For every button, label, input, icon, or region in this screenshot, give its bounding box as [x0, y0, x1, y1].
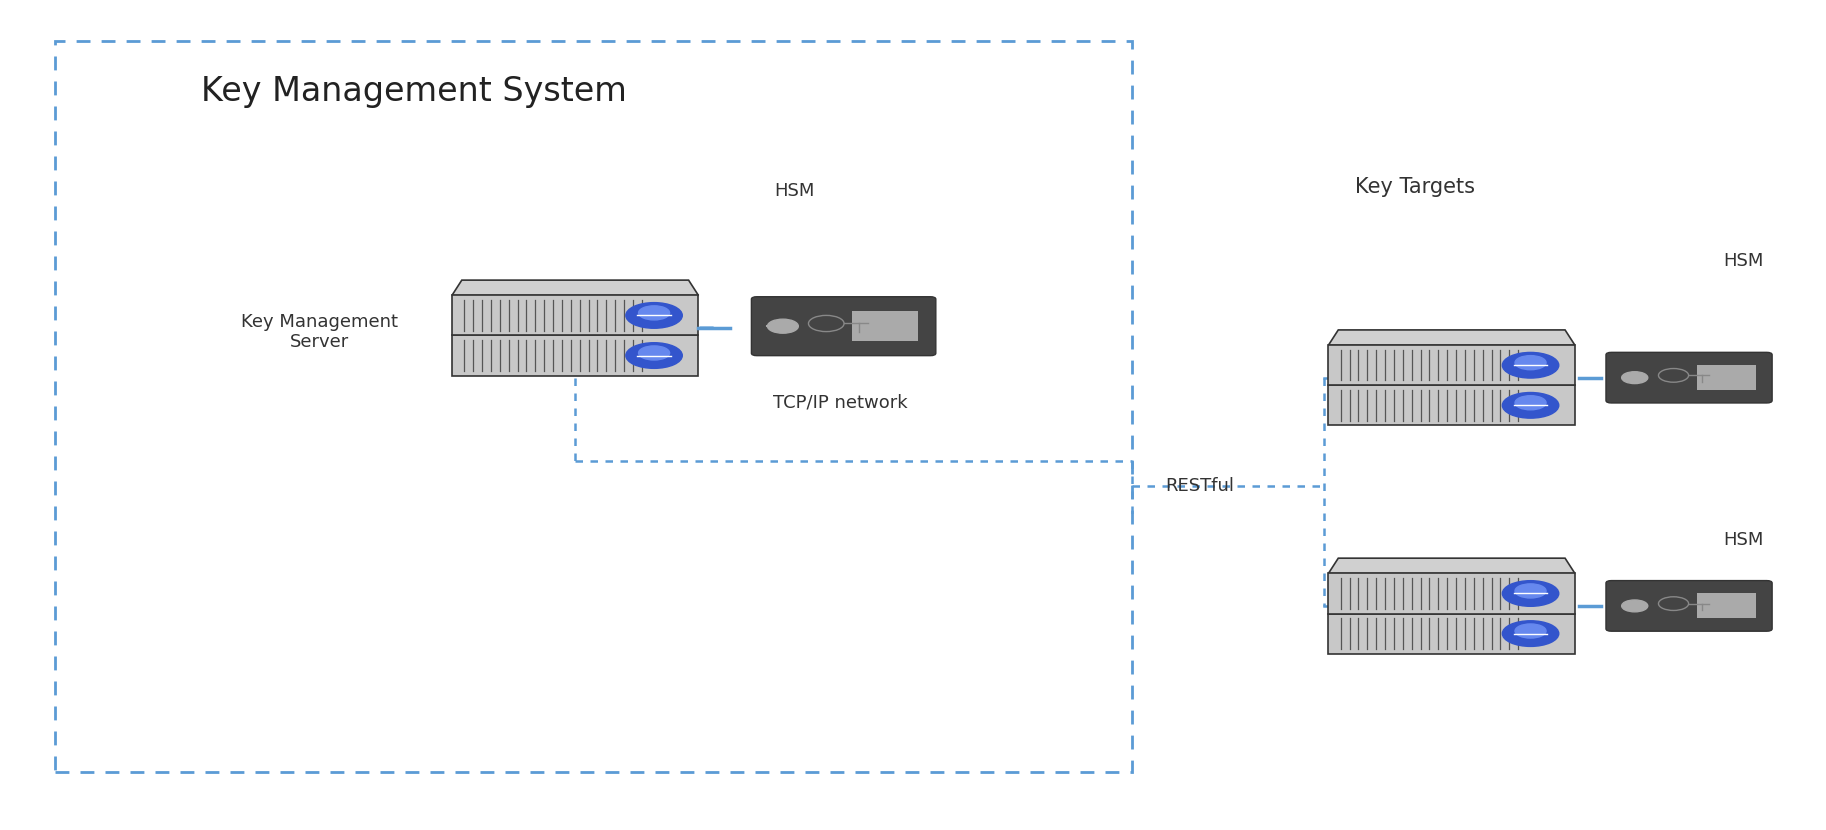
Polygon shape: [1328, 330, 1574, 345]
Polygon shape: [1328, 558, 1574, 574]
Text: Key Targets: Key Targets: [1355, 177, 1475, 197]
FancyBboxPatch shape: [1328, 613, 1574, 654]
FancyBboxPatch shape: [1607, 581, 1771, 631]
Text: Key Management
Server: Key Management Server: [241, 313, 398, 351]
Circle shape: [626, 303, 683, 329]
Circle shape: [1516, 355, 1547, 369]
Text: HSM: HSM: [1724, 530, 1764, 549]
FancyBboxPatch shape: [853, 311, 918, 341]
Circle shape: [1503, 393, 1559, 418]
Circle shape: [626, 343, 683, 369]
Circle shape: [767, 320, 798, 333]
Circle shape: [1621, 600, 1647, 612]
Circle shape: [1516, 396, 1547, 410]
FancyBboxPatch shape: [752, 296, 937, 355]
FancyBboxPatch shape: [451, 295, 698, 335]
FancyBboxPatch shape: [1328, 574, 1574, 613]
FancyBboxPatch shape: [1328, 345, 1574, 385]
Text: RESTful: RESTful: [1165, 476, 1234, 495]
Circle shape: [1503, 621, 1559, 647]
Circle shape: [1516, 624, 1547, 638]
FancyBboxPatch shape: [1696, 365, 1757, 390]
Circle shape: [639, 346, 670, 360]
Text: TCP/IP network: TCP/IP network: [772, 393, 908, 412]
Circle shape: [639, 305, 670, 320]
FancyBboxPatch shape: [1696, 593, 1757, 618]
Circle shape: [1503, 581, 1559, 607]
Circle shape: [1621, 372, 1647, 383]
Text: HSM: HSM: [1724, 252, 1764, 271]
FancyBboxPatch shape: [1328, 385, 1574, 425]
Polygon shape: [451, 280, 698, 295]
FancyBboxPatch shape: [1607, 352, 1771, 403]
Text: HSM: HSM: [774, 182, 814, 200]
FancyBboxPatch shape: [451, 335, 698, 375]
Circle shape: [1516, 583, 1547, 598]
Text: Key Management System: Key Management System: [201, 75, 626, 108]
Circle shape: [1503, 353, 1559, 378]
